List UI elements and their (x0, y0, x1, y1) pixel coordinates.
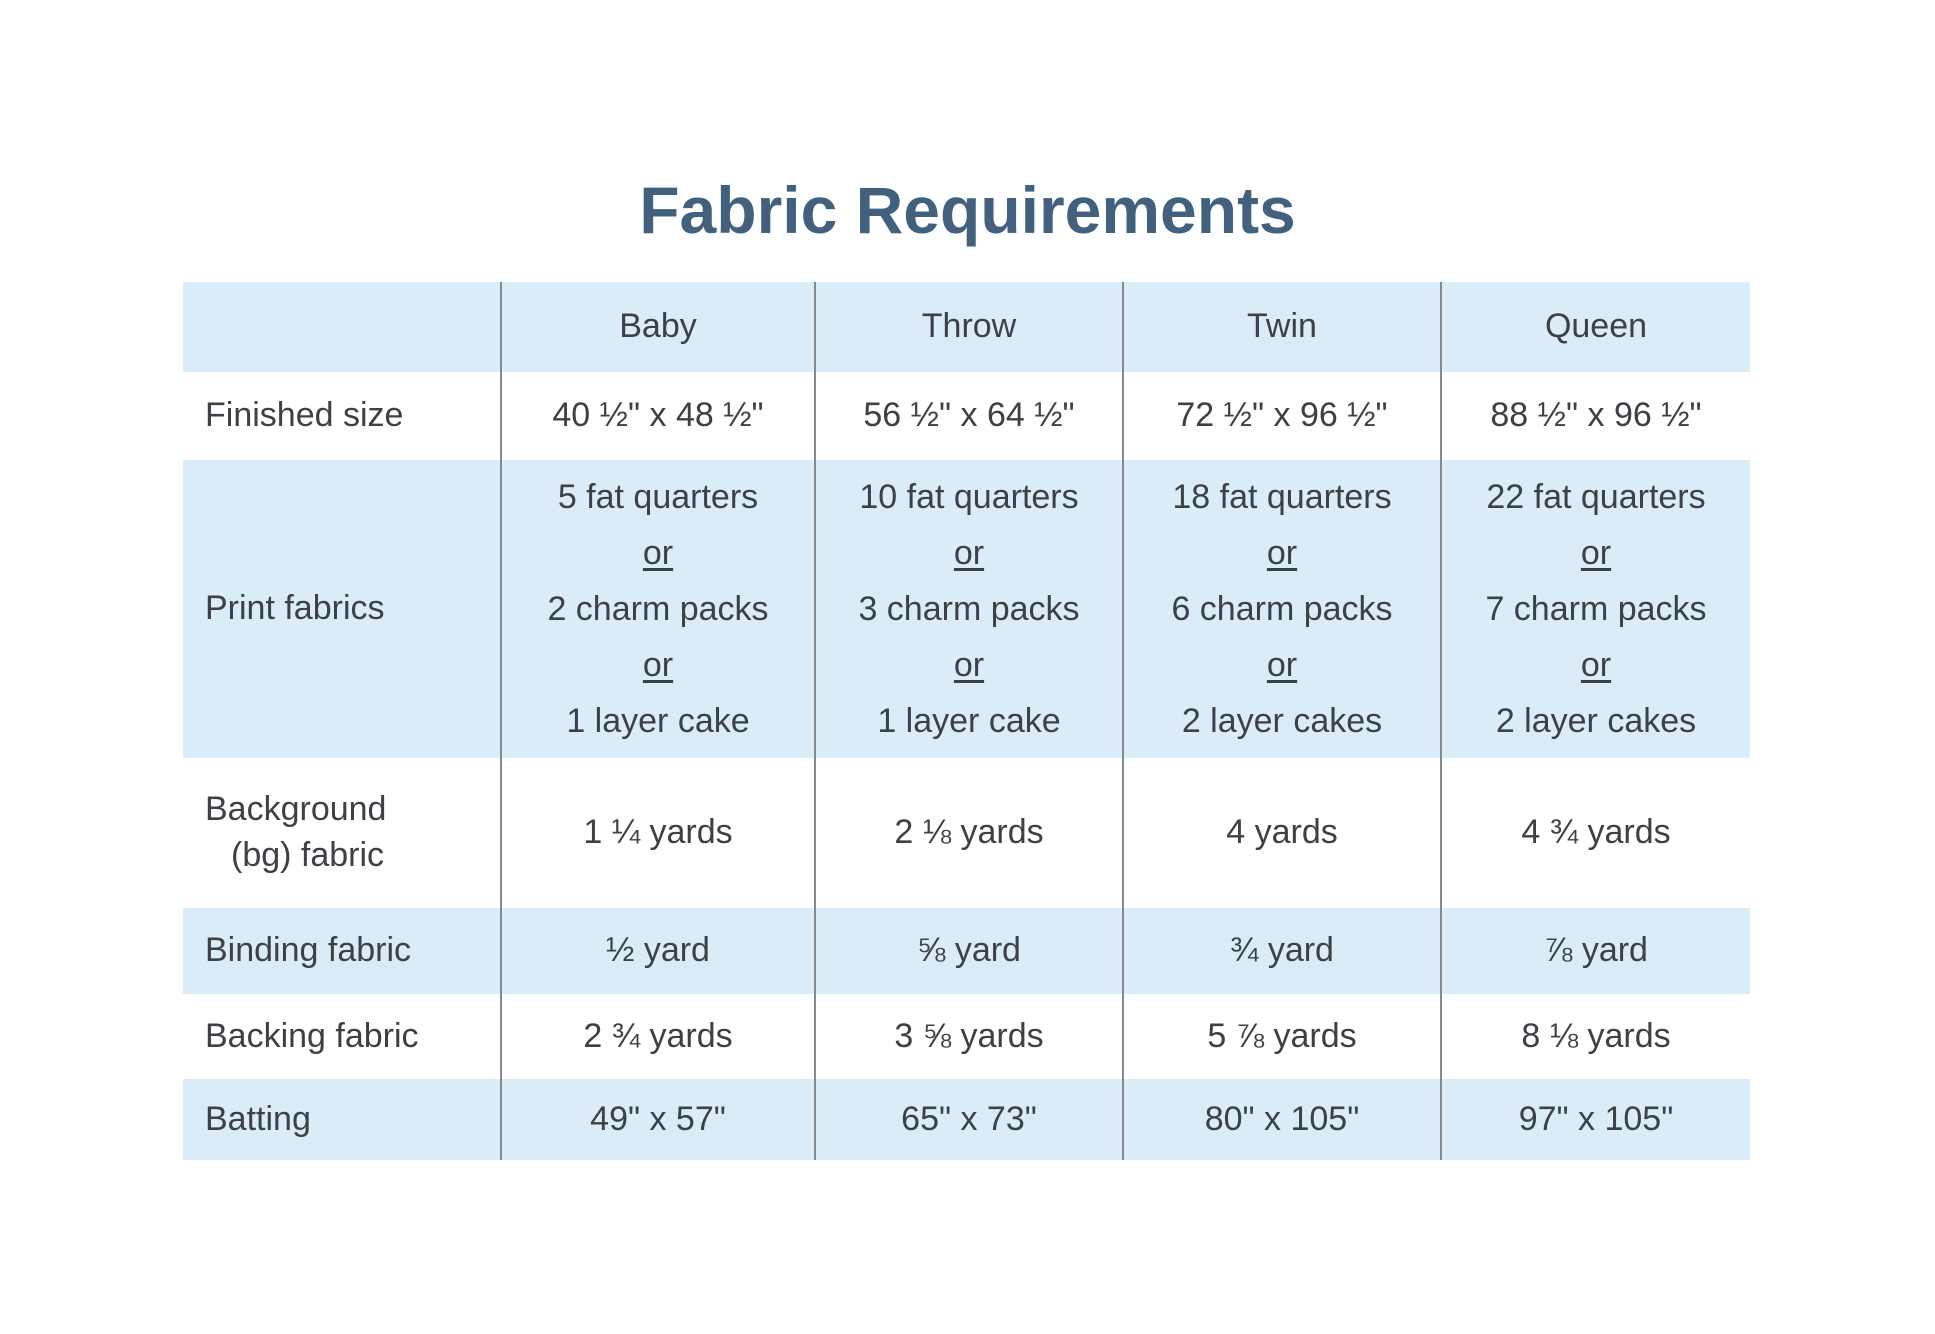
print-option-charm-packs: 7 charm packs (1485, 590, 1707, 628)
column-header-twin: Twin (1122, 282, 1441, 372)
print-option-layer-cake: 1 layer cake (566, 702, 750, 740)
table-row-batting: Batting 49" x 57" 65" x 73" 80" x 105" 9… (183, 1079, 1750, 1160)
backing-fabric-baby-cell: 2 ¾ yards (500, 994, 815, 1079)
table-row-binding-fabric: Binding fabric ½ yard ⅝ yard ¾ yard ⅞ ya… (183, 908, 1750, 994)
or-separator: or (642, 646, 674, 684)
table-row-print-fabrics: Print fabrics 5 fat quarters or 2 charm … (183, 460, 1750, 758)
or-separator: or (1266, 534, 1298, 572)
print-option-layer-cake: 2 layer cakes (1181, 702, 1383, 740)
or-separator: or (1266, 646, 1298, 684)
background-fabric-baby-cell: 1 ¼ yards (500, 758, 815, 908)
batting-twin-cell: 80" x 105" (1122, 1079, 1441, 1160)
row-label-print-fabrics: Print fabrics (205, 589, 385, 628)
print-option-layer-cake: 1 layer cake (877, 702, 1061, 740)
or-separator: or (1580, 534, 1612, 572)
page-title: Fabric Requirements (639, 173, 1296, 247)
row-label-line-1: Background (205, 790, 387, 829)
print-option-fat-quarters: 22 fat quarters (1486, 478, 1706, 516)
column-header-baby: Baby (500, 282, 815, 372)
print-fabrics-throw-cell: 10 fat quarters or 3 charm packs or 1 la… (814, 460, 1123, 758)
row-label-binding-fabric: Binding fabric (205, 931, 412, 970)
backing-fabric-throw-cell: 3 ⅝ yards (814, 994, 1123, 1079)
finished-size-twin-cell: 72 ½" x 96 ½" (1122, 372, 1441, 460)
binding-fabric-queen-cell: ⅞ yard (1440, 908, 1750, 994)
print-option-fat-quarters: 10 fat quarters (859, 478, 1079, 516)
print-option-charm-packs: 2 charm packs (547, 590, 769, 628)
header-cell-corner (183, 282, 501, 372)
column-header-queen: Queen (1440, 282, 1750, 372)
table-row-backing-fabric: Backing fabric 2 ¾ yards 3 ⅝ yards 5 ⅞ y… (183, 994, 1750, 1079)
background-fabric-throw-cell: 2 ⅛ yards (814, 758, 1123, 908)
finished-size-throw-cell: 56 ½" x 64 ½" (814, 372, 1123, 460)
row-label-background-fabric: Background (bg) fabric (183, 758, 501, 908)
print-option-charm-packs: 6 charm packs (1171, 590, 1393, 628)
fabric-requirements-table: Baby Throw Twin Queen Finished size 40 ½… (183, 282, 1750, 1160)
row-label-line-2: (bg) fabric (231, 836, 385, 874)
batting-queen-cell: 97" x 105" (1440, 1079, 1750, 1160)
print-fabrics-baby-cell: 5 fat quarters or 2 charm packs or 1 lay… (500, 460, 815, 758)
background-fabric-twin-cell: 4 yards (1122, 758, 1441, 908)
finished-size-baby-cell: 40 ½" x 48 ½" (500, 372, 815, 460)
batting-throw-cell: 65" x 73" (814, 1079, 1123, 1160)
header-row: Baby Throw Twin Queen (183, 282, 1750, 372)
print-option-fat-quarters: 5 fat quarters (557, 478, 759, 516)
print-fabrics-queen-cell: 22 fat quarters or 7 charm packs or 2 la… (1440, 460, 1750, 758)
print-option-fat-quarters: 18 fat quarters (1172, 478, 1392, 516)
or-separator: or (953, 646, 985, 684)
backing-fabric-twin-cell: 5 ⅞ yards (1122, 994, 1441, 1079)
print-option-layer-cake: 2 layer cakes (1495, 702, 1697, 740)
row-label-backing-fabric: Backing fabric (205, 1016, 419, 1055)
backing-fabric-queen-cell: 8 ⅛ yards (1440, 994, 1750, 1079)
or-separator: or (642, 534, 674, 572)
or-separator: or (953, 534, 985, 572)
table-row-finished-size: Finished size 40 ½" x 48 ½" 56 ½" x 64 ½… (183, 372, 1750, 460)
row-label-batting: Batting (205, 1099, 311, 1138)
row-label-finished-size: Finished size (205, 396, 404, 435)
or-separator: or (1580, 646, 1612, 684)
column-header-throw: Throw (814, 282, 1123, 372)
background-fabric-queen-cell: 4 ¾ yards (1440, 758, 1750, 908)
finished-size-queen-cell: 88 ½" x 96 ½" (1440, 372, 1750, 460)
binding-fabric-throw-cell: ⅝ yard (814, 908, 1123, 994)
batting-baby-cell: 49" x 57" (500, 1079, 815, 1160)
table-row-background-fabric: Background (bg) fabric 1 ¼ yards 2 ⅛ yar… (183, 758, 1750, 908)
binding-fabric-twin-cell: ¾ yard (1122, 908, 1441, 994)
binding-fabric-baby-cell: ½ yard (500, 908, 815, 994)
print-fabrics-twin-cell: 18 fat quarters or 6 charm packs or 2 la… (1122, 460, 1441, 758)
print-option-charm-packs: 3 charm packs (858, 590, 1080, 628)
